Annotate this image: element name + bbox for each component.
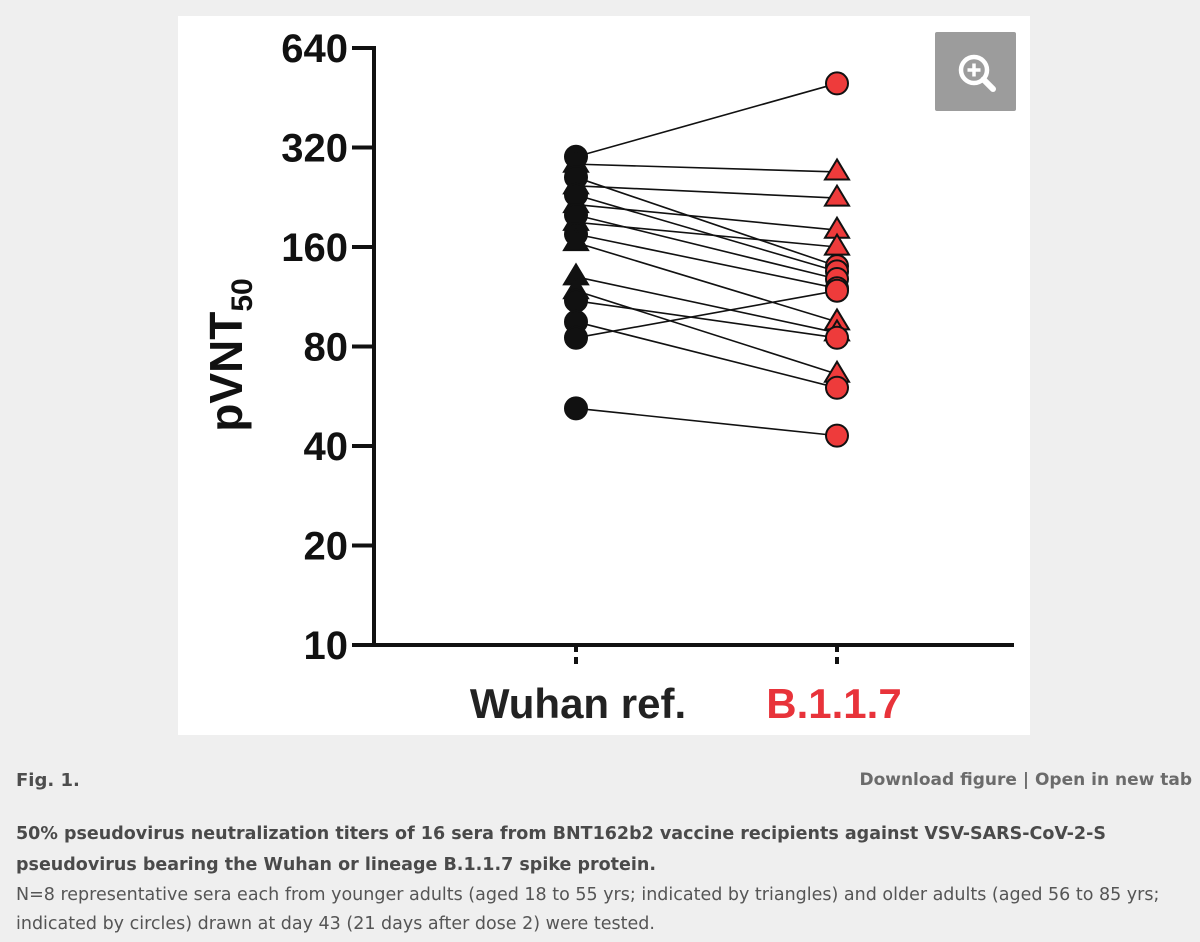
figure-label: Fig. 1. xyxy=(16,770,80,791)
b117-circle-0 xyxy=(825,71,849,96)
b117-circle-12 xyxy=(825,325,849,350)
pair-line-2 xyxy=(575,185,838,199)
y-tick-label: 80 xyxy=(304,326,349,370)
y-tick-label: 320 xyxy=(281,127,348,171)
y-tick-label: 640 xyxy=(281,27,348,71)
caption-body: N=8 representative sera each from younge… xyxy=(16,885,1160,934)
pair-line-0 xyxy=(575,82,838,158)
pair-line-14 xyxy=(575,289,838,339)
y-tick-label: 160 xyxy=(281,226,348,270)
b117-circle-13 xyxy=(825,375,849,400)
wuhan-circle-15 xyxy=(564,396,588,421)
figure-caption: 50% pseudovirus neutralization titers of… xyxy=(16,819,1192,939)
y-axis-label-subscript: 50 xyxy=(226,278,259,311)
pair-line-12 xyxy=(575,299,838,339)
pair-line-7 xyxy=(575,214,838,280)
wuhan-circle-6 xyxy=(564,182,588,207)
zoom-in-icon xyxy=(958,54,996,92)
x-category-label-1: B.1.1.7 xyxy=(766,680,901,727)
markers xyxy=(562,71,851,448)
y-tick-label: 20 xyxy=(304,525,349,569)
chart: 10 20 40 80 160 320 640 Wuhan ref. B.1.1.7 pVNT… xyxy=(200,27,1014,727)
pair-line-1 xyxy=(575,163,838,173)
figure-links: Download figure | Open in new tab xyxy=(859,770,1192,790)
wuhan-triangle-9 xyxy=(562,228,590,252)
pair-line-10 xyxy=(575,276,838,334)
b117-circle-14 xyxy=(825,278,849,303)
pair-line-15 xyxy=(575,407,838,437)
caption-title: 50% pseudovirus neutralization titers of… xyxy=(16,824,1106,875)
pair-line-8 xyxy=(575,233,838,290)
axes xyxy=(372,46,1014,669)
wuhan-circle-14 xyxy=(564,325,588,350)
x-category-labels: Wuhan ref. B.1.1.7 xyxy=(470,680,902,727)
zoom-button[interactable] xyxy=(935,32,1016,111)
links-separator: | xyxy=(1016,770,1035,790)
pair-lines xyxy=(575,82,838,437)
pair-line-5 xyxy=(575,176,838,267)
wuhan-circle-12 xyxy=(564,288,588,313)
b117-circle-15 xyxy=(825,423,849,448)
pair-line-3 xyxy=(575,203,838,231)
pair-line-13 xyxy=(575,321,838,389)
b117-triangle-2 xyxy=(823,183,851,207)
download-figure-link[interactable]: Download figure xyxy=(859,770,1017,790)
open-in-new-tab-link[interactable]: Open in new tab xyxy=(1034,770,1192,790)
y-tick-label: 40 xyxy=(304,425,349,469)
pair-line-11 xyxy=(575,289,838,375)
y-tick-label: 10 xyxy=(304,624,349,668)
x-category-label-0: Wuhan ref. xyxy=(470,680,686,727)
b117-triangle-1 xyxy=(823,157,851,181)
y-ticks: 10 20 40 80 160 320 640 xyxy=(281,27,374,668)
pair-line-9 xyxy=(575,241,838,323)
y-axis-label: pVNT50 xyxy=(200,278,259,431)
figure-card: 10 20 40 80 160 320 640 Wuhan ref. B.1.1.7 pVNT… xyxy=(178,16,1030,735)
pair-line-6 xyxy=(575,194,838,273)
